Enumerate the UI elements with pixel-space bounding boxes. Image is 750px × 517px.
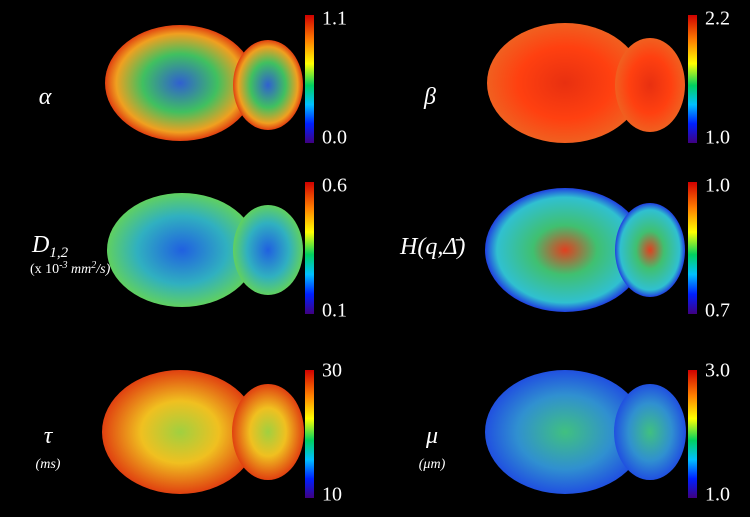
subscript: 1,2: [49, 245, 68, 261]
min-label: 0.1: [322, 300, 347, 322]
parameter-label: β: [423, 84, 436, 110]
min-label: 1.0: [705, 127, 730, 149]
min-label: 10: [322, 484, 342, 506]
unit-label: (ms): [36, 457, 61, 472]
unit-part: /s): [95, 262, 110, 277]
max-label: 1.1: [322, 8, 347, 30]
parameter-label: D1,2: [31, 232, 69, 261]
max-label: 3.0: [705, 360, 730, 382]
parameter-label: τ: [44, 423, 54, 449]
brain-map: [102, 23, 686, 494]
max-label: 30: [322, 360, 342, 382]
unit-exponent: 2: [91, 260, 96, 271]
unit-label: (μm): [419, 457, 446, 472]
unit-part: mm: [68, 262, 92, 277]
min-label: 0.0: [322, 127, 347, 149]
min-label: 0.7: [705, 300, 730, 322]
parameter-label: μ: [425, 423, 438, 449]
unit-exponent: -3: [59, 260, 67, 271]
parameter-label: H(q,Δ̄): [399, 234, 465, 260]
symbol: D: [31, 232, 49, 258]
max-label: 1.0: [705, 175, 730, 197]
unit-label: (x 10-3 mm2/s): [30, 260, 111, 277]
max-label: 0.6: [322, 175, 347, 197]
parameter-label: α: [39, 84, 52, 110]
unit-part: (x 10: [30, 262, 59, 277]
max-label: 2.2: [705, 8, 730, 30]
colorbars: [305, 15, 697, 498]
min-label: 1.0: [705, 484, 730, 506]
